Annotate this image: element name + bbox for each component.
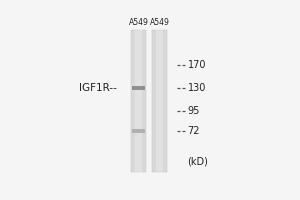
Text: 72: 72 xyxy=(188,126,200,136)
Text: 170: 170 xyxy=(188,60,206,70)
Text: IGF1R--: IGF1R-- xyxy=(79,83,117,93)
Bar xyxy=(152,30,167,172)
Text: (kD): (kD) xyxy=(188,157,208,167)
Text: 130: 130 xyxy=(188,83,206,93)
Bar xyxy=(131,30,146,172)
Text: 95: 95 xyxy=(188,106,200,116)
Bar xyxy=(135,30,142,172)
Bar xyxy=(132,86,145,90)
Text: A549: A549 xyxy=(129,18,148,27)
Text: A549: A549 xyxy=(150,18,169,27)
Bar xyxy=(156,30,163,172)
Bar xyxy=(132,129,145,133)
